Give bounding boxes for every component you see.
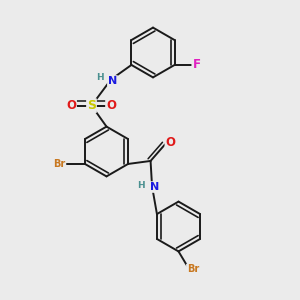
Text: N: N bbox=[108, 76, 117, 86]
Text: Br: Br bbox=[187, 264, 199, 274]
Text: H: H bbox=[137, 181, 145, 190]
Text: O: O bbox=[106, 99, 116, 112]
Text: O: O bbox=[66, 99, 76, 112]
Text: H: H bbox=[96, 74, 104, 82]
Text: O: O bbox=[165, 136, 176, 149]
Text: Br: Br bbox=[53, 159, 66, 169]
Text: F: F bbox=[193, 58, 200, 71]
Text: N: N bbox=[150, 182, 159, 192]
Text: S: S bbox=[87, 99, 96, 112]
